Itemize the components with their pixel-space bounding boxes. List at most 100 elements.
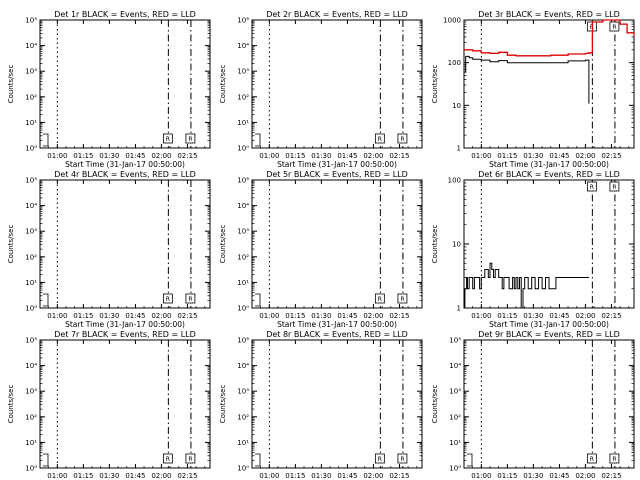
detector-panel-2: Det 2r BLACK = Events, RED = LLD 10⁰ 10¹ 10… (219, 10, 423, 169)
marker-box (609, 453, 620, 464)
x-tick-label: 02:15 (601, 152, 621, 160)
marker-box (162, 453, 173, 464)
x-tick-label: 01:15 (73, 472, 93, 480)
detector-panel-5: Det 5r BLACK = Events, RED = LLD 10⁰ 10¹ 10… (219, 170, 423, 329)
y-tick-label: 1 (457, 305, 461, 313)
marker-box (374, 453, 385, 464)
events-series-line (464, 262, 589, 309)
x-tick-label: 02:00 (363, 152, 383, 160)
y-tick-label: 10⁵ (449, 337, 461, 345)
x-tick-label: 01:30 (99, 472, 119, 480)
x-tick-label: 01:45 (125, 152, 145, 160)
marker-box-label: R (188, 456, 192, 463)
plot-frame (39, 19, 211, 149)
x-tick-label: 02:15 (389, 152, 409, 160)
y-tick-label: 10¹ (237, 119, 249, 127)
y-tick-label: 10⁴ (449, 362, 461, 370)
y-tick-label: 10¹ (237, 439, 249, 447)
baseline-bracket (43, 133, 49, 147)
y-axis-label: Counts/sec (7, 65, 15, 104)
x-tick-label: 01:00 (471, 472, 491, 480)
x-tick-label: 02:15 (601, 472, 621, 480)
y-tick-label: 10³ (237, 228, 249, 236)
y-tick-label: 1000 (443, 17, 461, 25)
marker-box (586, 181, 597, 192)
x-tick-label: 01:15 (285, 152, 305, 160)
y-tick-label: 10⁴ (25, 202, 37, 210)
x-tick-label: 01:15 (497, 312, 517, 320)
marker-box-label: R (590, 456, 594, 463)
x-axis-label: Start Time (31-Jan-17 00:50:00) (65, 320, 185, 329)
y-axis-label: Counts/sec (219, 385, 227, 424)
y-tick-label: 10² (449, 413, 461, 421)
x-tick-label: 01:30 (311, 472, 331, 480)
y-axis-label: Counts/sec (431, 225, 439, 264)
x-tick-label: 02:00 (575, 312, 595, 320)
marker-box (185, 293, 196, 304)
marker-box-label: R (400, 136, 404, 143)
x-tick-label: 01:30 (523, 312, 543, 320)
x-tick-label: 01:15 (73, 152, 93, 160)
detector-panel-4: Det 4r BLACK = Events, RED = LLD 10⁰ 10¹ 10… (7, 170, 211, 329)
panel-title: Det 9r BLACK = Events, RED = LLD (478, 330, 620, 339)
y-tick-label: 10 (452, 241, 461, 249)
marker-box-label: R (166, 296, 170, 303)
marker-box-label: R (166, 136, 170, 143)
x-tick-label: 02:00 (363, 312, 383, 320)
x-tick-label: 01:45 (549, 472, 569, 480)
x-tick-label: 01:45 (549, 312, 569, 320)
x-tick-label: 02:15 (177, 472, 197, 480)
x-tick-label: 02:15 (389, 472, 409, 480)
marker-box-label: R (166, 456, 170, 463)
x-tick-label: 01:15 (73, 312, 93, 320)
baseline-bracket (255, 293, 261, 307)
y-tick-label: 10⁴ (25, 42, 37, 50)
y-tick-label: 100 (448, 177, 461, 185)
x-tick-label: 02:00 (151, 472, 171, 480)
x-tick-label: 02:15 (177, 312, 197, 320)
x-tick-label: 01:15 (497, 472, 517, 480)
y-tick-label: 10² (25, 253, 37, 261)
panel-title: Det 3r BLACK = Events, RED = LLD (478, 10, 620, 19)
marker-box-label: R (612, 184, 616, 191)
x-tick-label: 01:00 (259, 152, 279, 160)
plot-frame (251, 179, 423, 309)
y-tick-label: 10⁵ (237, 337, 249, 345)
x-tick-label: 01:30 (311, 152, 331, 160)
panel-title: Det 6r BLACK = Events, RED = LLD (478, 170, 620, 179)
marker-box-label: R (378, 456, 382, 463)
x-tick-label: 01:00 (47, 472, 67, 480)
marker-box-label: R (590, 184, 594, 191)
y-tick-label: 10³ (449, 388, 461, 396)
marker-box-label: R (378, 136, 382, 143)
y-tick-label: 10³ (25, 228, 37, 236)
baseline-bracket (255, 453, 261, 467)
marker-box-label: R (400, 456, 404, 463)
y-tick-label: 10⁴ (25, 362, 37, 370)
plot-frame (463, 19, 635, 149)
marker-box (162, 293, 173, 304)
y-tick-label: 10⁵ (237, 17, 249, 25)
events-series-line (464, 55, 590, 104)
x-tick-label: 01:00 (471, 152, 491, 160)
y-tick-label: 1 (457, 145, 461, 153)
x-tick-label: 02:15 (601, 312, 621, 320)
x-tick-label: 01:15 (497, 152, 517, 160)
marker-box-label: R (188, 136, 192, 143)
x-tick-label: 02:00 (575, 472, 595, 480)
x-tick-label: 02:00 (151, 152, 171, 160)
y-tick-label: 10⁰ (237, 145, 249, 153)
y-tick-label: 10⁰ (237, 305, 249, 313)
marker-box (397, 133, 408, 144)
y-axis-label: Counts/sec (219, 225, 227, 264)
y-tick-label: 10² (25, 413, 37, 421)
y-axis-label: Counts/sec (431, 385, 439, 424)
plot-frame (39, 339, 211, 469)
x-tick-label: 01:30 (311, 312, 331, 320)
y-tick-label: 10⁵ (237, 177, 249, 185)
detector-panel-7: Det 7r BLACK = Events, RED = LLD 10⁰ 10¹ 10… (7, 330, 211, 480)
marker-box (374, 133, 385, 144)
panel-title: Det 2r BLACK = Events, RED = LLD (266, 10, 408, 19)
y-tick-label: 10³ (25, 68, 37, 76)
x-tick-label: 02:00 (363, 472, 383, 480)
